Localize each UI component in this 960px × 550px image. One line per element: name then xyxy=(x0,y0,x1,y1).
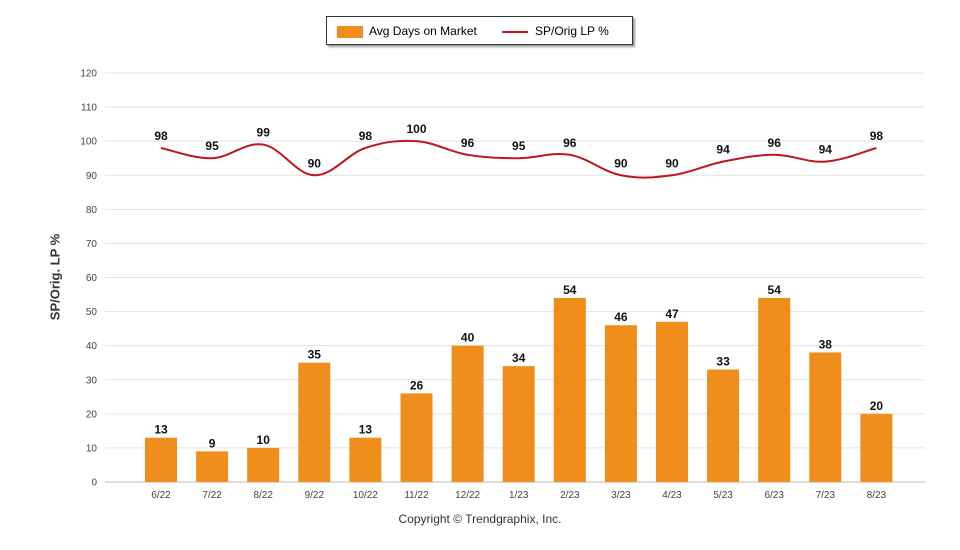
bar-value-label: 13 xyxy=(154,423,168,437)
bar-value-label: 40 xyxy=(461,331,475,345)
line-value-label: 98 xyxy=(870,129,884,143)
bar xyxy=(502,366,535,482)
bar-series xyxy=(145,297,893,482)
bar xyxy=(298,362,331,482)
line-value-label: 98 xyxy=(359,129,373,143)
y-axis-ticks: 0 10 20 30 40 50 60 70 80 90 100 110 120 xyxy=(80,69,97,489)
y-tick-label: 70 xyxy=(86,239,98,250)
x-tick-label: 7/23 xyxy=(816,490,836,501)
bar xyxy=(656,321,688,482)
x-tick-label: 6/22 xyxy=(151,490,171,501)
y-axis-label: SP/Orig. LP % xyxy=(47,233,63,321)
sp-orig-lp-line xyxy=(160,139,877,179)
x-tick-label: 7/22 xyxy=(202,490,222,501)
line-value-label: 94 xyxy=(819,143,833,157)
y-tick-label: 30 xyxy=(86,375,98,386)
bar-value-label: 34 xyxy=(512,351,526,365)
bar xyxy=(451,345,484,482)
line-series xyxy=(160,139,877,179)
y-tick-label: 20 xyxy=(86,409,98,420)
bar xyxy=(145,437,177,482)
y-tick-label: 90 xyxy=(86,171,98,182)
bar-labels: 13 9 10 35 13 26 40 34 54 46 47 33 54 38 20 xyxy=(154,283,883,450)
x-tick-label: 1/23 xyxy=(509,490,529,501)
x-tick-label: 4/23 xyxy=(662,490,682,501)
line-value-label: 90 xyxy=(614,156,628,170)
line-value-label: 100 xyxy=(406,122,426,136)
legend-swatch-bar xyxy=(337,26,363,38)
line-value-label: 90 xyxy=(665,156,679,170)
bar xyxy=(196,451,229,482)
bar-value-label: 38 xyxy=(819,337,833,351)
x-tick-label: 11/22 xyxy=(404,490,429,501)
y-tick-label: 40 xyxy=(86,341,98,352)
x-tick-label: 10/22 xyxy=(353,490,378,501)
y-tick-label: 110 xyxy=(81,103,97,114)
bar-value-label: 46 xyxy=(614,310,628,324)
y-tick-label: 100 xyxy=(80,137,97,148)
y-tick-label: 80 xyxy=(86,205,98,216)
legend-label-line: SP/Orig LP % xyxy=(535,24,609,38)
copyright: Copyright © Trendgraphix, Inc. xyxy=(398,512,562,526)
bar xyxy=(553,297,586,482)
line-value-label: 98 xyxy=(154,129,168,143)
bar xyxy=(758,297,791,482)
y-tick-label: 10 xyxy=(86,443,98,454)
x-tick-label: 12/22 xyxy=(455,490,480,501)
legend: Avg Days on Market SP/Orig LP % xyxy=(326,16,633,45)
bar-value-label: 47 xyxy=(665,307,679,321)
bar-value-label: 33 xyxy=(716,355,730,369)
x-tick-label: 6/23 xyxy=(764,490,784,501)
x-tick-label: 3/23 xyxy=(611,490,631,501)
line-value-label: 99 xyxy=(257,126,271,140)
line-value-label: 96 xyxy=(461,136,475,150)
bar xyxy=(860,413,893,482)
y-tick-label: 120 xyxy=(80,69,97,80)
y-tick-label: 60 xyxy=(86,273,98,284)
bar xyxy=(349,437,382,482)
x-tick-label: 9/22 xyxy=(305,490,325,501)
bar-value-label: 9 xyxy=(209,436,216,450)
bar-value-label: 13 xyxy=(359,423,373,437)
line-value-label: 95 xyxy=(512,139,526,153)
bar-value-label: 26 xyxy=(410,378,424,392)
bar xyxy=(247,447,280,482)
bar-value-label: 35 xyxy=(308,348,322,362)
bar-value-label: 54 xyxy=(768,283,782,297)
line-value-label: 94 xyxy=(716,143,730,157)
line-labels: 98 95 99 90 98 100 96 95 96 90 90 94 96 94 98 xyxy=(154,122,883,170)
bar xyxy=(707,369,740,482)
y-tick-label: 0 xyxy=(91,478,97,489)
x-tick-label: 8/22 xyxy=(253,490,273,501)
x-axis-ticks: 6/22 7/22 8/22 9/22 10/22 11/22 12/22 1/23 2/23 3… xyxy=(151,490,886,501)
line-value-label: 96 xyxy=(563,136,577,150)
line-value-label: 95 xyxy=(205,139,219,153)
x-tick-label: 2/23 xyxy=(560,490,580,501)
bar xyxy=(400,393,433,482)
bar-value-label: 54 xyxy=(563,283,577,297)
x-tick-label: 5/23 xyxy=(713,490,733,501)
legend-label-bar: Avg Days on Market xyxy=(369,24,477,38)
line-value-label: 90 xyxy=(308,156,322,170)
bar xyxy=(604,325,637,482)
line-value-label: 96 xyxy=(768,136,782,150)
bar-value-label: 20 xyxy=(870,399,884,413)
legend-swatch-line xyxy=(502,31,528,33)
x-tick-label: 8/23 xyxy=(867,490,887,501)
y-tick-label: 50 xyxy=(86,307,98,318)
bar xyxy=(809,352,842,482)
bar-value-label: 10 xyxy=(257,433,271,447)
